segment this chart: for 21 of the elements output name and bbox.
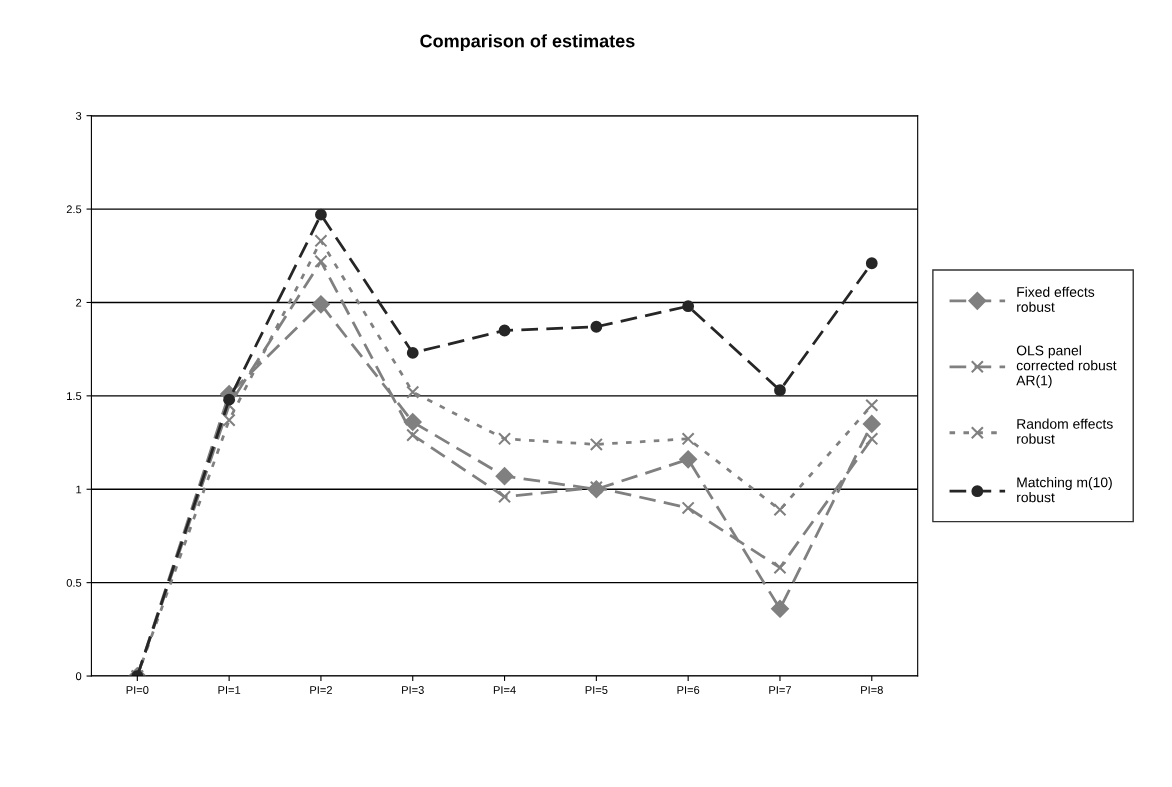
y-tick-label: 1: [76, 485, 82, 494]
y-tick-label: 3: [75, 111, 82, 120]
x-tick-label: PI=1: [218, 686, 241, 694]
y-tick-label: 1.5: [67, 392, 82, 400]
y-tick-label: 2.5: [66, 205, 82, 214]
y-tick-label: 0.5: [66, 578, 82, 587]
x-tick-label: PI=3: [402, 686, 424, 694]
y-tick-label: 2: [76, 298, 82, 307]
legend-label: Random effects robust: [1017, 418, 1113, 444]
x-tick-label: PI=4: [493, 686, 516, 694]
x-tick-label: PI=0: [126, 686, 149, 694]
x-tick-label: PI=8: [861, 686, 883, 694]
legend-label: OLS panel corrected robust AR(1): [1016, 345, 1117, 389]
chart-title: Comparison of estimates: [420, 34, 635, 51]
legend-label: Matching m(10) robust: [1017, 477, 1112, 503]
x-tick-label: PI=2: [310, 686, 332, 694]
x-tick-label: PI=5: [585, 686, 608, 694]
legend-label: Fixed effects robust: [1017, 286, 1095, 312]
x-tick-label: PI=7: [769, 686, 791, 694]
x-tick-label: PI=6: [677, 686, 700, 694]
y-tick-label: 0: [75, 672, 82, 681]
